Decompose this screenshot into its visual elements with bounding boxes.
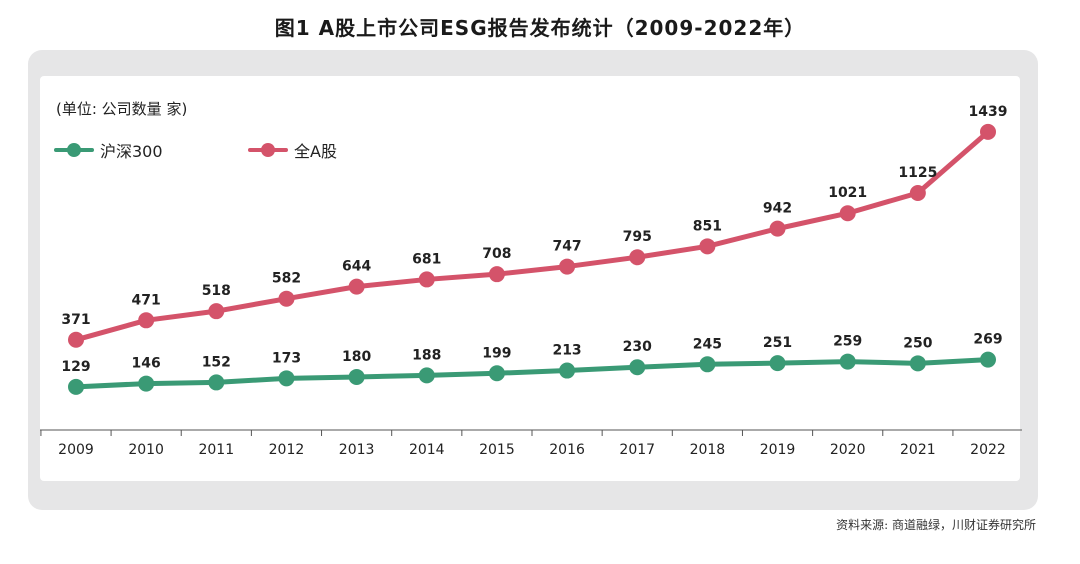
- data-point-series-1: [769, 355, 786, 372]
- data-point-series-2: [418, 271, 435, 288]
- data-label-series-2: 795: [623, 229, 652, 245]
- data-point-series-2: [629, 249, 646, 266]
- x-tick-label: 2018: [690, 442, 726, 458]
- data-point-series-1: [839, 353, 856, 370]
- data-point-series-1: [278, 370, 295, 387]
- data-point-series-2: [138, 312, 155, 329]
- data-label-series-2: 471: [132, 292, 161, 308]
- x-tick-label: 2014: [409, 442, 445, 458]
- legend-label-series-2: 全A股: [294, 142, 337, 161]
- chart-title: 图1 A股上市公司ESG报告发布统计（2009-2022年）: [274, 16, 806, 40]
- data-label-series-2: 681: [412, 251, 441, 267]
- unit-label: (单位: 公司数量 家): [56, 100, 188, 118]
- data-label-series-1: 129: [61, 359, 90, 375]
- x-tick-label: 2021: [900, 442, 936, 458]
- data-point-series-2: [909, 185, 926, 201]
- data-label-series-2: 1439: [969, 104, 1008, 120]
- data-label-series-1: 213: [552, 343, 581, 359]
- data-point-series-1: [68, 378, 84, 395]
- legend-item-series-2: 全A股: [248, 138, 337, 162]
- data-point-series-2: [278, 290, 295, 307]
- legend-item-series-1: 沪深300: [54, 138, 163, 162]
- data-label-series-1: 250: [903, 335, 932, 351]
- data-point-series-1: [629, 359, 646, 376]
- data-label-series-1: 199: [482, 345, 511, 361]
- data-point-series-1: [980, 351, 996, 368]
- data-point-series-1: [138, 375, 155, 392]
- data-label-series-2: 371: [61, 312, 90, 328]
- legend-swatch-series-2: [248, 143, 288, 157]
- data-label-series-2: 644: [342, 259, 371, 275]
- data-label-series-2: 582: [272, 271, 301, 287]
- data-point-series-2: [488, 266, 505, 283]
- data-label-series-2: 942: [763, 201, 792, 217]
- source-note: 资料来源: 商道融绿，川财证券研究所: [836, 518, 1036, 532]
- legend-swatch-series-1: [54, 143, 94, 157]
- data-point-series-2: [839, 205, 856, 222]
- x-tick-label: 2011: [198, 442, 234, 458]
- data-point-series-1: [488, 365, 505, 382]
- x-tick-label: 2022: [970, 442, 1006, 458]
- data-label-series-1: 251: [763, 335, 792, 351]
- data-point-series-2: [699, 238, 716, 255]
- data-label-series-1: 152: [202, 354, 231, 370]
- x-tick-label: 2012: [269, 442, 305, 458]
- x-tick-label: 2017: [619, 442, 655, 458]
- data-point-series-2: [68, 331, 84, 348]
- data-label-series-1: 269: [973, 332, 1002, 348]
- data-label-series-2: 851: [693, 218, 722, 234]
- x-tick-label: 2013: [339, 442, 375, 458]
- data-label-series-2: 708: [482, 246, 511, 262]
- data-label-series-1: 230: [623, 339, 652, 355]
- data-label-series-1: 180: [342, 349, 371, 365]
- data-point-series-2: [980, 123, 996, 140]
- data-label-series-1: 188: [412, 347, 441, 363]
- data-label-series-1: 259: [833, 334, 862, 350]
- x-tick-label: 2009: [58, 442, 94, 458]
- series-line-2: [73, 129, 991, 343]
- x-tick-label: 2010: [128, 442, 164, 458]
- plot-area: [40, 76, 1020, 481]
- x-tick-label: 2015: [479, 442, 515, 458]
- data-label-series-2: 518: [202, 283, 231, 299]
- data-label-series-1: 173: [272, 350, 301, 366]
- x-tick-label: 2020: [830, 442, 866, 458]
- data-point-series-1: [418, 367, 435, 384]
- data-label-series-2: 747: [552, 239, 581, 255]
- data-point-series-2: [208, 303, 225, 320]
- data-point-series-1: [208, 374, 225, 391]
- data-point-series-1: [909, 355, 926, 372]
- data-label-series-1: 245: [693, 336, 722, 352]
- x-tick-label: 2016: [549, 442, 585, 458]
- data-label-series-2: 1125: [898, 165, 937, 181]
- data-point-series-2: [348, 278, 365, 295]
- data-point-series-2: [769, 220, 786, 237]
- data-label-series-2: 1021: [828, 185, 867, 201]
- legend-label-series-1: 沪深300: [100, 142, 163, 161]
- data-point-series-1: [348, 368, 365, 385]
- x-tick-label: 2019: [760, 442, 796, 458]
- data-point-series-1: [699, 356, 716, 373]
- series-line-1: [73, 357, 991, 390]
- data-point-series-1: [559, 362, 576, 379]
- data-point-series-2: [559, 258, 576, 275]
- data-label-series-1: 146: [132, 356, 161, 372]
